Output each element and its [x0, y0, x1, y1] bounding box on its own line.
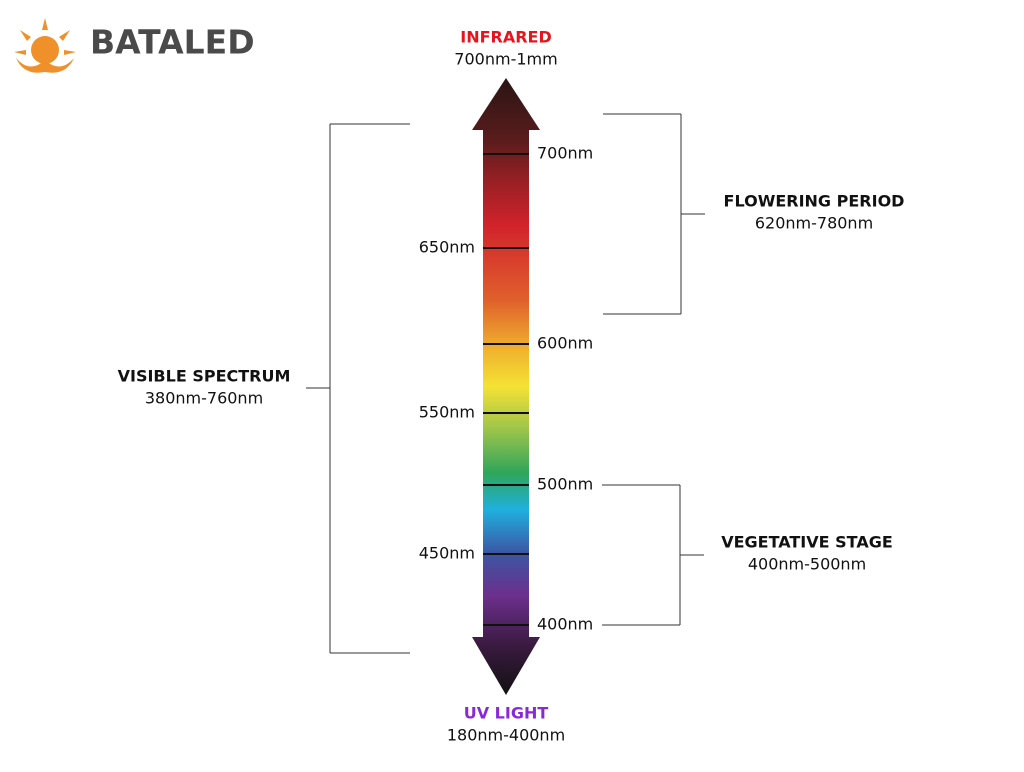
bracket-title: VISIBLE SPECTRUM	[118, 367, 291, 386]
tick-label: 650nm	[419, 238, 475, 257]
bracket-range: 620nm-780nm	[755, 214, 873, 233]
uv-title: UV LIGHT	[464, 704, 549, 723]
uv-range: 180nm-400nm	[447, 726, 565, 745]
spectrum-arrow	[472, 78, 540, 695]
visible-bracket: VISIBLE SPECTRUM 380nm-760nm	[118, 123, 410, 654]
tick-label: 400nm	[537, 615, 593, 634]
vegetative-bracket: VEGETATIVE STAGE 400nm-500nm	[602, 484, 893, 626]
tick-label: 700nm	[537, 144, 593, 163]
tick-label: 600nm	[537, 334, 593, 353]
tick-label: 500nm	[537, 475, 593, 494]
ticks: 700nm 650nm 600nm 550nm 500nm 450nm 400n…	[419, 144, 594, 634]
logo-text: BATALED	[90, 23, 255, 62]
bracket-title: FLOWERING PERIOD	[724, 192, 905, 211]
logo-icon	[14, 18, 76, 73]
flowering-bracket: FLOWERING PERIOD 620nm-780nm	[603, 113, 905, 315]
tick-label: 550nm	[419, 403, 475, 422]
infrared-title: INFRARED	[460, 28, 552, 47]
bracket-range: 400nm-500nm	[748, 555, 866, 574]
infrared-range: 700nm-1mm	[454, 50, 557, 69]
logo: BATALED	[14, 18, 255, 73]
bracket-title: VEGETATIVE STAGE	[721, 533, 893, 552]
tick-label: 450nm	[419, 544, 475, 563]
bracket-range: 380nm-760nm	[145, 389, 263, 408]
